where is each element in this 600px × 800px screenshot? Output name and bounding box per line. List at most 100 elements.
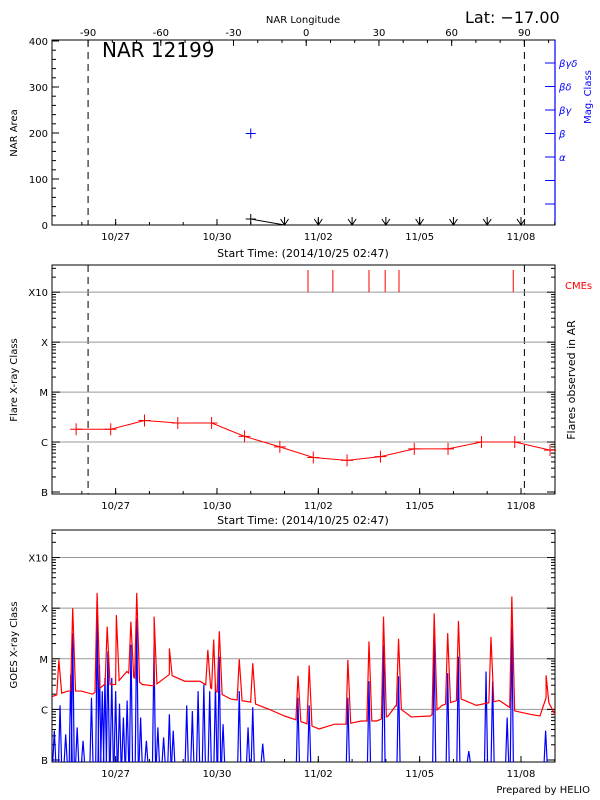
cme-label: CMEs — [565, 281, 592, 292]
panel2-ylabel: Flare X-ray Class — [9, 338, 20, 422]
area-zero-arrow — [449, 217, 458, 226]
area-zero-arrow — [313, 217, 323, 226]
goes-short-channel-spike — [345, 697, 350, 763]
goes-short-channel-spike — [63, 734, 68, 763]
goes-short-channel-spike — [295, 697, 301, 763]
x-tick-label: 11/08 — [507, 232, 536, 243]
top-axis-tick-label: 90 — [518, 28, 531, 39]
y-tick-label: C — [41, 438, 48, 449]
x-tick-label: 10/27 — [101, 501, 130, 512]
x-tick-label: 10/30 — [203, 501, 232, 512]
flare-class-point — [238, 430, 251, 443]
goes-short-channel-spike — [109, 677, 114, 763]
panel2-y2label: Flares observed in AR — [565, 320, 578, 440]
goes-short-channel-spike — [366, 681, 372, 763]
goes-short-channel-spike — [144, 740, 149, 763]
y-tick-label: 100 — [29, 175, 48, 186]
mag-class-label: βγ — [558, 106, 572, 117]
area-zero-arrow — [482, 217, 492, 226]
goes-short-channel-spike — [57, 705, 63, 763]
flare-class-point — [273, 440, 286, 453]
top-axis-tick-label: 30 — [373, 28, 386, 39]
flare-class-point — [341, 454, 354, 467]
flare-class-point — [205, 417, 218, 430]
y-tick-label: X — [41, 604, 48, 615]
x-tick-label: 11/02 — [304, 232, 333, 243]
footer-credit: Prepared by HELIO — [496, 785, 590, 796]
mag-class-label: βγδ — [558, 59, 577, 70]
x-tick-label: 11/02 — [304, 769, 333, 780]
mag-class-point — [245, 128, 256, 139]
goes-short-channel-spike — [128, 644, 134, 763]
flare-class-point — [70, 423, 83, 436]
y-tick-label: X10 — [28, 554, 48, 565]
panel2-frame — [51, 264, 556, 495]
goes-short-channel-spike — [201, 684, 206, 763]
x-tick-label: 11/05 — [405, 769, 434, 780]
panel3-frame — [51, 529, 556, 763]
panel1-frame — [51, 39, 556, 226]
flare-class-point — [104, 423, 117, 436]
area-zero-arrow — [347, 217, 357, 226]
flare-class-point — [442, 442, 455, 455]
y-tick-label: C — [41, 705, 48, 716]
goes-short-channel-spike — [52, 730, 57, 763]
y-tick-label: B — [41, 488, 48, 499]
goes-short-channel-spike — [167, 714, 172, 763]
latitude-label: Lat: −17.00 — [465, 8, 560, 27]
top-axis-tick-label: 60 — [445, 28, 458, 39]
goes-short-channel-spike — [543, 730, 548, 763]
top-axis-tick-label: -90 — [80, 28, 96, 39]
area-zero-arrow — [381, 217, 391, 226]
panel2-xlabel: Start Time: (2014/10/25 02:47) — [217, 514, 389, 527]
goes-short-channel-spike — [155, 727, 160, 763]
area-zero-arrow — [516, 217, 526, 226]
flare-class-point — [307, 451, 320, 464]
panel1-y2label: Mag. Class — [583, 70, 594, 124]
goes-short-channel-spike — [80, 740, 86, 763]
goes-short-channel-spike — [100, 691, 105, 763]
flare-class-point — [408, 442, 421, 455]
goes-short-channel-spike — [117, 703, 122, 763]
x-tick-label: 11/05 — [405, 232, 434, 243]
goes-short-channel-spike — [213, 684, 218, 763]
goes-long-channel-line — [52, 592, 556, 730]
mag-class-label: β — [558, 130, 566, 141]
goes-short-channel-spike — [260, 743, 265, 763]
goes-short-channel-spike — [184, 705, 189, 763]
x-tick-label: 11/02 — [304, 501, 333, 512]
x-tick-label: 10/27 — [101, 232, 130, 243]
area-zero-arrow — [280, 217, 289, 226]
goes-short-channel-spike — [237, 691, 242, 763]
x-tick-label: 10/27 — [101, 769, 130, 780]
flare-class-point — [138, 414, 151, 427]
mag-class-label: α — [559, 153, 566, 164]
goes-short-channel-spike — [121, 717, 126, 763]
goes-short-channel-spike — [445, 673, 450, 763]
goes-short-channel-spike — [396, 676, 401, 763]
flare-class-point — [475, 436, 488, 449]
goes-short-channel-spike — [134, 618, 139, 763]
flare-class-point — [374, 450, 387, 463]
x-tick-label: 11/08 — [507, 769, 536, 780]
goes-short-channel-spike — [89, 697, 94, 763]
area-point-cross — [245, 214, 256, 225]
x-tick-label: 11/08 — [507, 501, 536, 512]
goes-short-channel-spike — [70, 633, 75, 763]
goes-short-channel-spike — [505, 717, 510, 763]
region-title: NAR 12199 — [102, 38, 215, 62]
goes-short-channel-spike — [245, 727, 251, 763]
chart-marks: 10/27 10/30 11/02 11/05 11/080100200300400-9… — [28, 28, 577, 780]
mag-class-label: βδ — [558, 83, 572, 94]
area-zero-arrow — [415, 217, 425, 226]
goes-short-channel-spike — [307, 705, 312, 763]
goes-short-channel-spike — [466, 751, 471, 763]
y-tick-label: 0 — [42, 221, 48, 232]
goes-short-channel-spike — [75, 727, 80, 763]
goes-short-channel-spike — [456, 656, 461, 763]
y-tick-label: 200 — [29, 129, 48, 140]
goes-short-channel-spike — [483, 671, 489, 763]
top-axis-tick-label: -30 — [225, 28, 241, 39]
goes-short-channel-spike — [195, 691, 201, 763]
